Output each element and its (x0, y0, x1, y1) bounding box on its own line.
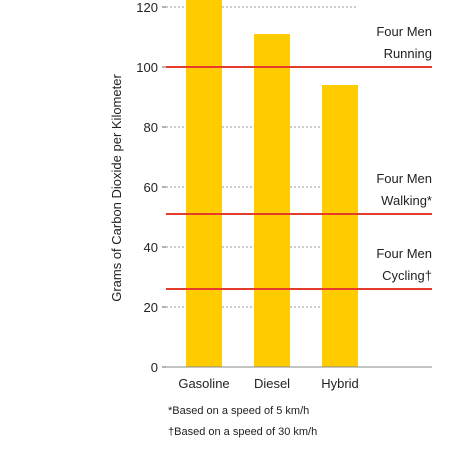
y-ticks: 0 20 40 60 80 100 120 (136, 0, 166, 375)
y-axis-label: Grams of Carbon Dioxide per Kilometer (109, 74, 124, 302)
bar-hybrid (322, 85, 358, 367)
reference-lines: Four Men Running Four Men Walking* Four Men C… (166, 24, 432, 290)
y-tick-label: 60 (144, 180, 158, 195)
x-category-labels: Gasoline Diesel Hybrid (178, 376, 358, 391)
bars (186, 0, 358, 367)
x-category-label: Hybrid (321, 376, 359, 391)
footnote-cycling-speed: †Based on a speed of 30 km/h (168, 426, 318, 438)
bar-diesel (254, 34, 290, 367)
y-tick-label: 100 (136, 60, 158, 75)
footnote-walking-speed: *Based on a speed of 5 km/h (168, 405, 310, 417)
y-tick-label: 40 (144, 240, 158, 255)
y-tick-label: 80 (144, 120, 158, 135)
reference-label-line1: Four Men (376, 171, 432, 186)
y-tick-label: 20 (144, 300, 158, 315)
reference-label-line2: Running (384, 46, 432, 61)
reference-label-line2: Walking* (381, 193, 432, 208)
reference-label-line1: Four Men (376, 246, 432, 261)
y-tick-label: 120 (136, 0, 158, 15)
x-category-label: Diesel (254, 376, 290, 391)
reference-label-line2: Cycling† (382, 268, 432, 283)
bar-gasoline (186, 0, 222, 367)
y-tick-label: 0 (151, 360, 158, 375)
x-category-label: Gasoline (178, 376, 229, 391)
reference-label-line1: Four Men (376, 24, 432, 39)
